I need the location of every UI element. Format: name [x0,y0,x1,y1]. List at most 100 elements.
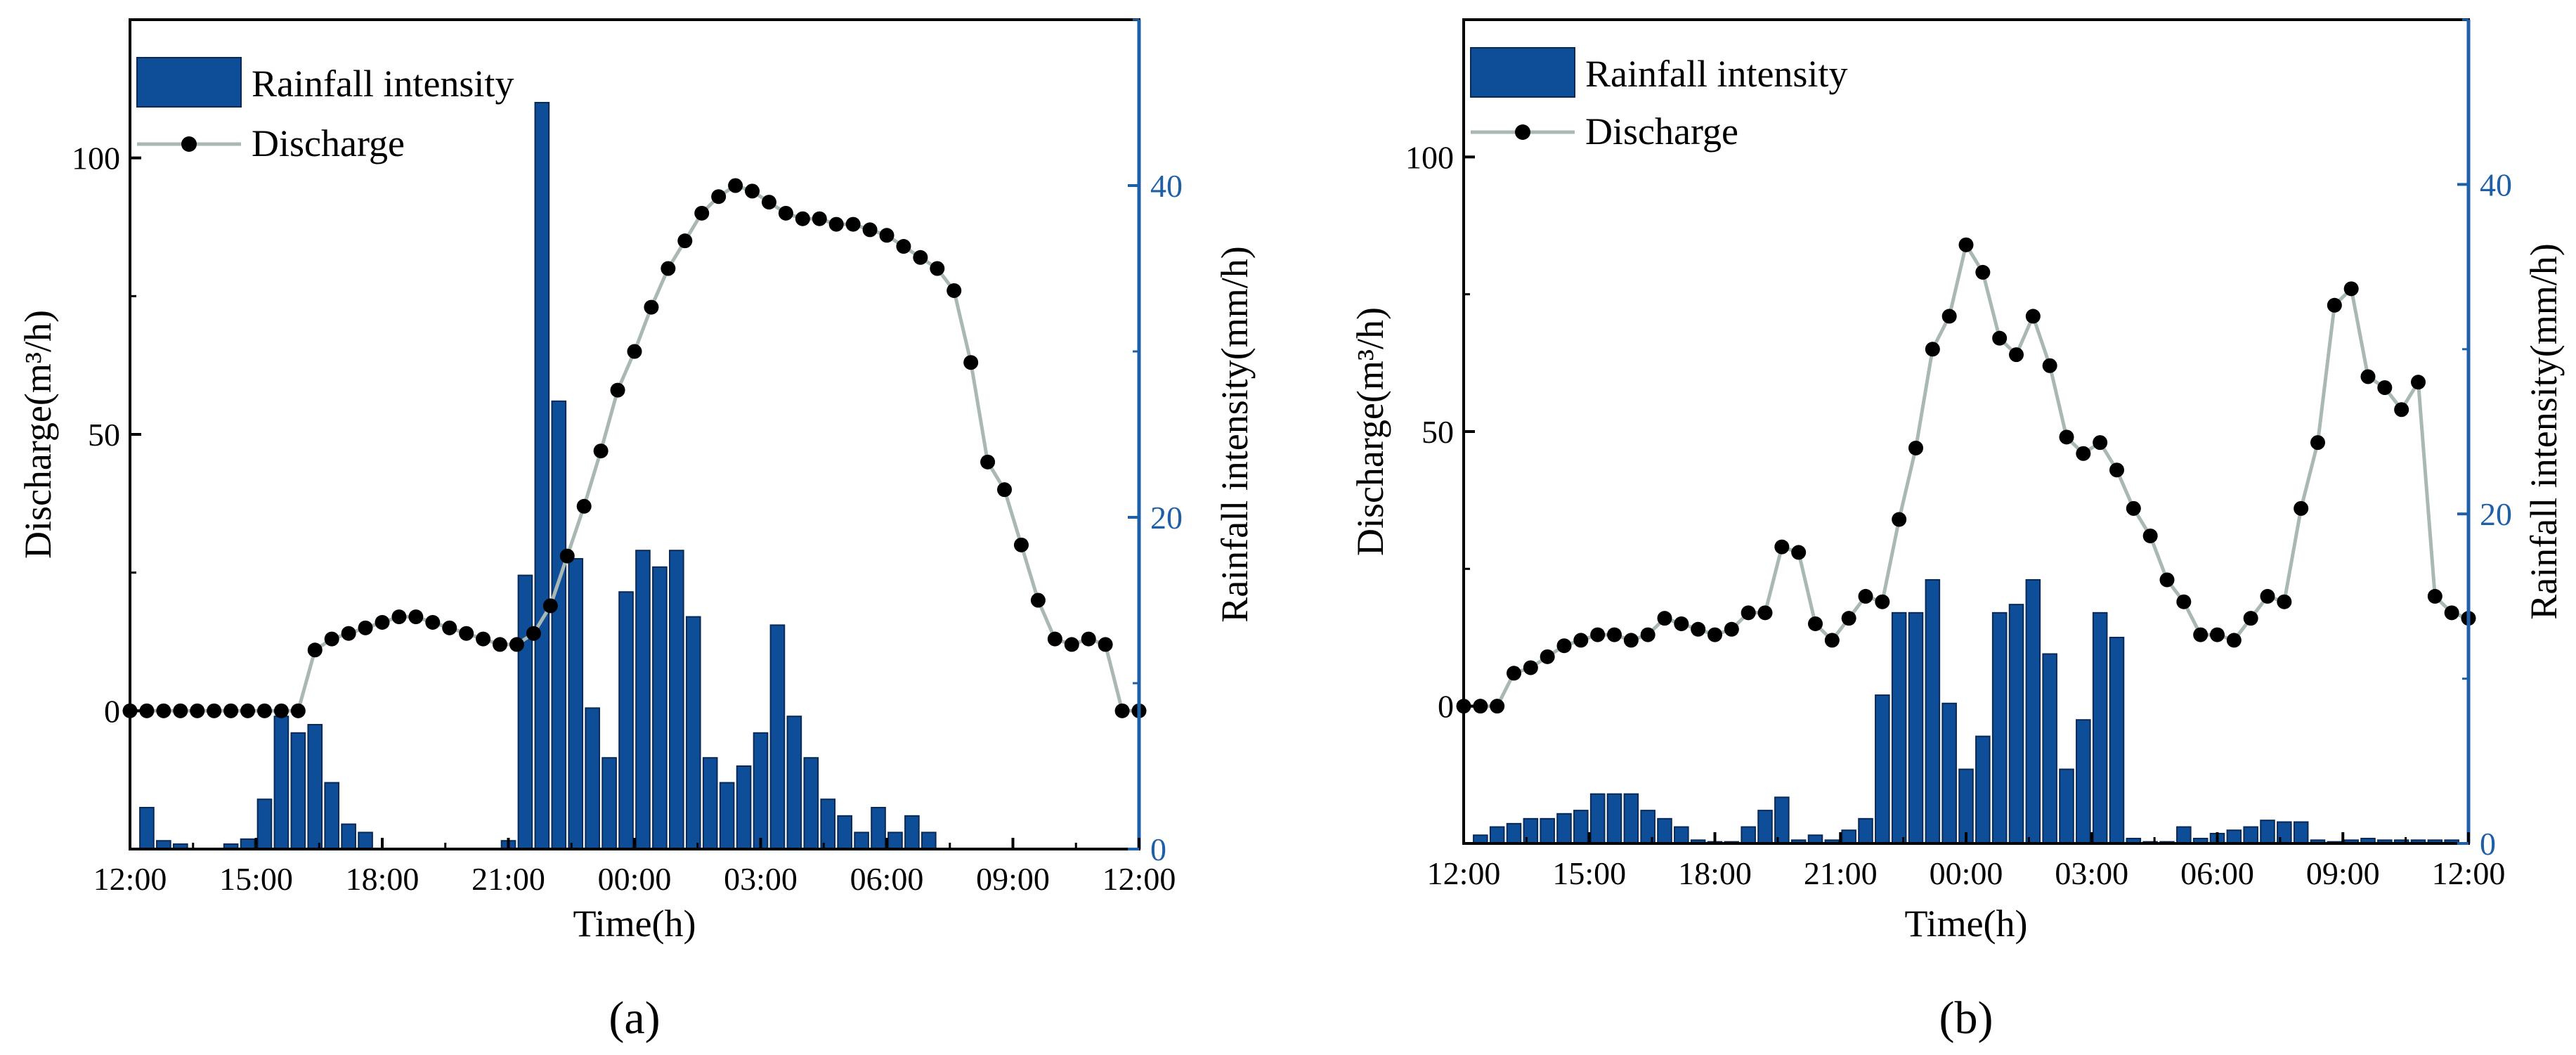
panel-a-discharge-point [509,637,524,652]
panel-a-rainfall-bar [341,823,356,850]
panel-a-discharge-point [644,299,659,315]
panel-a-discharge-point [207,703,222,718]
panel-a-discharge-point [1098,637,1113,652]
panel-b-x-tick-label: 03:00 [2055,855,2128,891]
panel-b-rainfall-bar [2293,821,2309,844]
panel-a-discharge-point [576,498,592,514]
panel-b-discharge-point [1640,627,1655,642]
panel-b: 12:00 15:00 18:00 21:00 00:00 03:00 06:00 09:00… [1349,18,2565,1044]
panel-a-label: (a) [609,992,660,1044]
panel-a-x-tick-label: 06:00 [850,861,924,897]
panel-b-rainfall-bar [2243,826,2258,845]
panel-b-discharge-point [1892,512,1907,527]
panel-a-discharge-point [425,614,441,630]
panel-a-discharge-point [694,205,710,221]
panel-b-discharge-point [2210,627,2225,642]
panel-a-discharge-point [1114,703,1130,718]
panel-a-discharge-point [526,626,541,641]
panel-a-rainfall-bar [921,831,937,850]
panel-b-rainfall-bar [1941,702,1957,845]
panel-b-right-ticks: 0 20 40 [2457,18,2512,862]
panel-b-discharge-point [2327,297,2342,313]
panel-b-discharge-point [2009,347,2024,363]
panel-a-rainfall-bar [601,757,617,850]
panel-a-x-axis-title: Time(h) [573,902,696,945]
panel-a-discharge-point [307,642,323,658]
panel-a-discharge-series [122,178,1147,718]
panel-a-discharge-point [711,189,727,205]
panel-a-discharge-point [930,261,945,276]
panel-a-x-tick-label: 21:00 [471,861,545,897]
panel-a-x-tick-label: 18:00 [346,861,419,897]
panel-b-rainfall-bar [1540,817,1555,844]
panel-b-discharge-point [2193,627,2209,642]
panel-b-rainfall-bar [2260,820,2275,844]
panel-b-rainfall-bar [1774,796,1790,845]
panel-a-discharge-point [980,454,996,470]
panel-a-discharge-point [728,178,743,193]
panel-a-rainfall-bar [324,782,340,850]
panel-a-discharge-point [391,609,407,625]
panel-a-x-tick-label: 09:00 [976,861,1050,897]
panel-b-discharge-point [2411,375,2426,390]
panel-a-rainfall-bar [803,757,819,850]
panel-a-discharge-point [559,548,575,564]
panel-b-discharge-point [1975,264,1991,280]
panel-a-discharge-point [542,598,558,614]
panel-b-legend-rainfall-label: Rainfall intensity [1585,53,1847,95]
panel-a-discharge-point [139,703,155,718]
panel-a-rainfall-bar [635,550,651,850]
panel-a-discharge-point [913,250,928,265]
panel-b-discharge-point [1657,611,1672,626]
panel-a-discharge-point [273,703,289,718]
panel-a-discharge-point [761,195,776,210]
panel-b-discharge-point [2394,402,2409,418]
panel-a-discharge-point [190,703,205,718]
panel-a-rainfall-bar [837,815,852,850]
panel-b-discharge-point [2444,605,2459,621]
panel-a-discharge-point [997,482,1013,498]
panel-b-rainfall-bar [1891,611,1907,845]
panel-b-rainfall-bar [1573,810,1589,844]
panel-b-legend: Rainfall intensity Discharge [1470,47,1847,153]
panel-a-discharge-point [677,233,693,249]
panel-b-legend-discharge-label: Discharge [1585,110,1738,153]
panel-b-discharge-point [1540,649,1555,664]
panel-a-legend: Rainfall intensity Discharge [136,57,514,164]
panel-b-rainfall-bar [2076,719,2091,844]
panel-a-rainfall-bar [534,102,550,850]
panel-a-right-tick-label: 40 [1150,168,1183,204]
panel-b-discharge-point [1824,633,1840,648]
panel-a-discharge-point [156,703,171,718]
panel-a-rainfall-bar [753,732,769,850]
panel-a-discharge-point [862,222,878,238]
panel-b-discharge-point [1757,605,1773,621]
panel-b-rainfall-bar [1657,817,1672,844]
panel-a-discharge-point [408,609,424,625]
panel-b-discharge-point [1691,621,1706,637]
panel-a-discharge-point [223,703,239,718]
panel-b-rainfall-bars [1473,578,2459,845]
panel-b-discharge-point [1707,627,1722,642]
panel-b-discharge-point [2076,446,2091,461]
panel-a-left-axis-title: Discharge(m³/h) [17,310,59,559]
panel-a-rainfall-bar [887,831,903,850]
panel-a-left-ticks: 0 50 100 [72,18,141,850]
panel-a-rainfall-bar [307,724,323,850]
panel-b-legend-rainfall-swatch [1470,47,1575,98]
panel-b-discharge-point [2042,358,2057,373]
panel-a-rainfall-bar [854,831,869,850]
panel-b-x-tick-label: 15:00 [1552,855,1626,891]
panel-b-discharge-point [1941,309,1957,324]
panel-b-rainfall-bar [2025,578,2041,845]
panel-a-x-ticks: 12:00 15:00 18:00 21:00 00:00 03:00 06:00 09:00… [93,838,1176,897]
panel-b-rainfall-bar [1741,826,1756,845]
panel-a-right-tick-label: 0 [1150,831,1166,867]
panel-a-discharge-point [1047,631,1062,647]
panel-a-discharge-point [1013,537,1029,552]
panel-b-discharge-point [1674,616,1689,631]
panel-a-left-tick-label: 0 [104,693,120,729]
panel-b-discharge-point [2059,429,2074,445]
panel-a-rainfall-bar [585,707,600,850]
panel-b-discharge-point [2126,500,2141,516]
